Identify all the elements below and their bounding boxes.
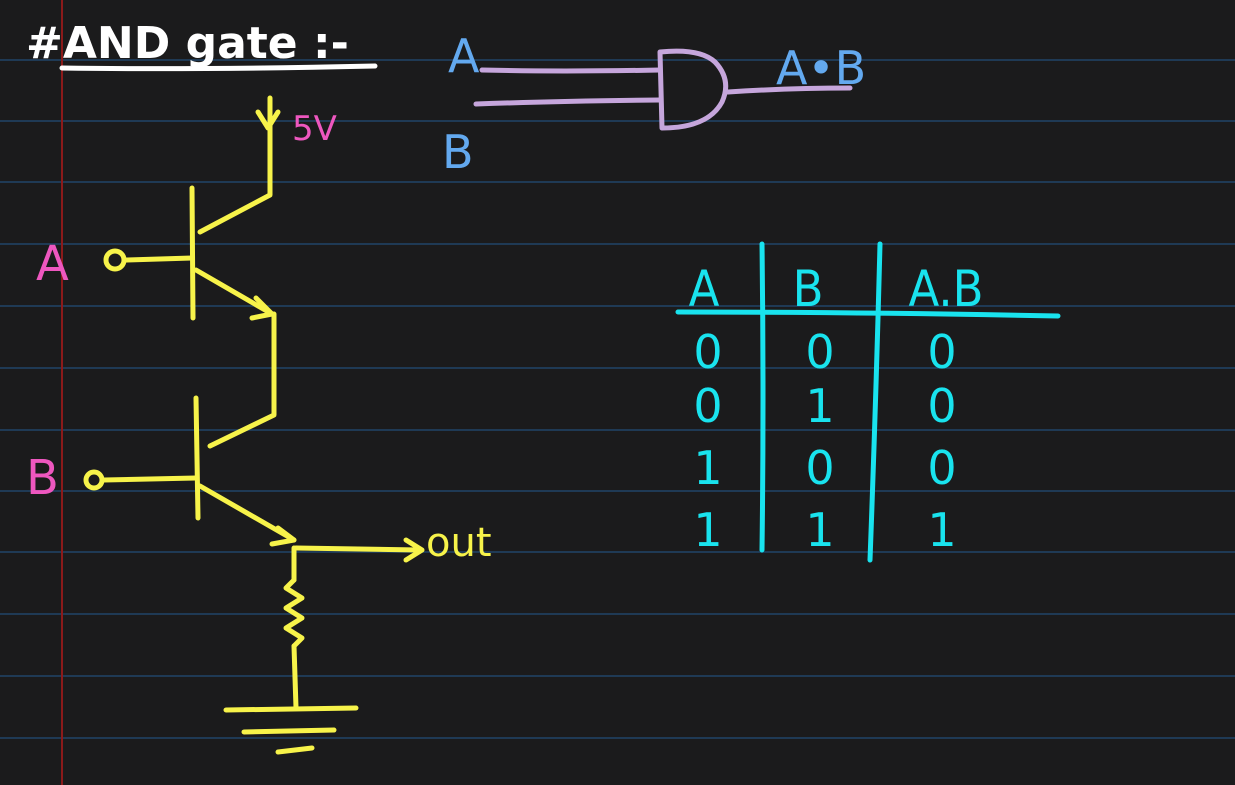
supply-voltage-label: 5V bbox=[292, 109, 337, 149]
link-wire bbox=[207, 311, 277, 449]
output-arrow bbox=[403, 537, 425, 563]
truth-table-cell: 0 bbox=[693, 379, 722, 433]
resistor-symbol bbox=[283, 577, 305, 649]
and-gate-diagram: A B A•B bbox=[442, 29, 866, 179]
transistor-q1-base-bar bbox=[189, 185, 196, 321]
truth-table-cell: 0 bbox=[927, 379, 956, 433]
input-b-wire bbox=[101, 475, 199, 483]
supply-wire bbox=[197, 95, 273, 235]
gate-input-b-label: B bbox=[442, 125, 474, 179]
truth-table-rows: 0 0 00 1 01 0 01 1 1 bbox=[693, 325, 956, 557]
output-wire bbox=[293, 545, 423, 553]
circuit-input-b-label: B bbox=[26, 450, 59, 506]
gate-input-a-label: A bbox=[448, 29, 480, 83]
title-underline bbox=[59, 63, 378, 72]
transistor-q2-emitter-arrow bbox=[269, 525, 297, 547]
gate-output-label: A•B bbox=[776, 41, 866, 95]
truth-table-row: 0 1 0 bbox=[693, 379, 956, 433]
truth-table-cell: 1 bbox=[805, 379, 834, 433]
truth-table-row: 1 0 0 bbox=[693, 441, 956, 495]
truth-table-cell: 1 bbox=[927, 503, 956, 557]
truth-table-cell: 0 bbox=[927, 441, 956, 495]
input-a-terminal bbox=[103, 248, 127, 272]
title-group: #AND gate :- bbox=[26, 18, 378, 72]
truth-table-column-divider-2 bbox=[867, 241, 883, 563]
resistor-lead-bottom bbox=[291, 643, 299, 711]
input-a-wire bbox=[123, 255, 195, 263]
truth-table-row: 1 1 1 bbox=[693, 503, 956, 557]
truth-table: A B A.B 0 0 00 1 01 0 01 1 1 bbox=[675, 241, 1061, 563]
gate-input-b-wire bbox=[473, 97, 663, 107]
truth-table-cell: 0 bbox=[693, 325, 722, 379]
truth-table-column-divider-1 bbox=[759, 241, 766, 553]
truth-table-cell: 0 bbox=[805, 441, 834, 495]
truth-table-header-rule bbox=[675, 309, 1061, 319]
ruled-lines bbox=[0, 59, 1235, 739]
input-b-terminal bbox=[83, 469, 105, 491]
transistor-circuit bbox=[83, 95, 425, 755]
and-gate-symbol bbox=[657, 48, 729, 131]
truth-table-headers: A B A.B bbox=[689, 260, 984, 318]
ground-line-1 bbox=[223, 705, 359, 713]
page-title: #AND gate :- bbox=[26, 18, 349, 69]
truth-table-cell: 1 bbox=[693, 503, 722, 557]
truth-table-cell: 1 bbox=[693, 441, 722, 495]
gate-input-a-wire bbox=[479, 67, 663, 74]
truth-table-row: 0 0 0 bbox=[693, 325, 956, 379]
circuit-output-label: out bbox=[426, 520, 492, 566]
truth-table-cell: 0 bbox=[927, 325, 956, 379]
circuit-input-a-label: A bbox=[36, 236, 69, 292]
gate-output-wire bbox=[725, 85, 853, 95]
truth-table-header: B bbox=[793, 260, 824, 318]
truth-table-header: A bbox=[689, 260, 720, 318]
truth-table-header: A.B bbox=[908, 260, 983, 318]
transistor-q2-base-bar bbox=[193, 395, 201, 521]
transistor-q1-emitter bbox=[193, 267, 275, 317]
truth-table-cell: 1 bbox=[805, 503, 834, 557]
ground-line-2 bbox=[241, 727, 337, 735]
truth-table-cell: 0 bbox=[805, 325, 834, 379]
ground-line-3 bbox=[275, 745, 315, 755]
